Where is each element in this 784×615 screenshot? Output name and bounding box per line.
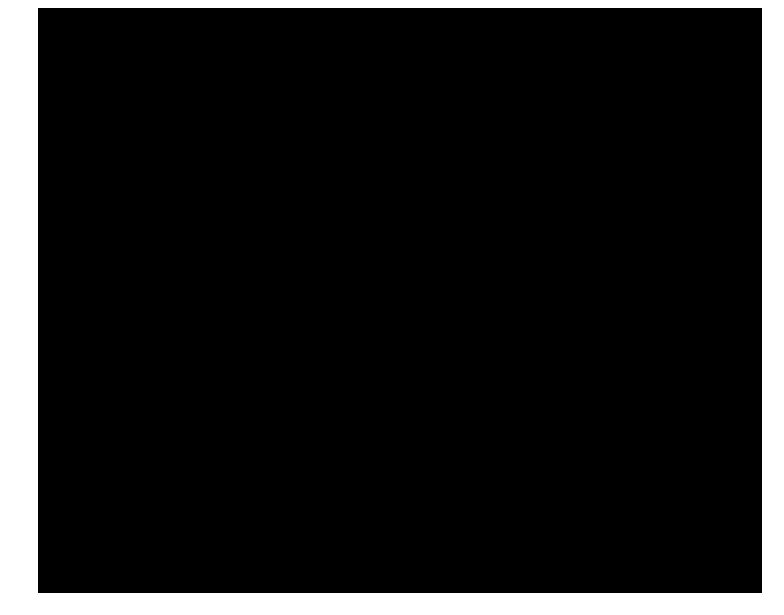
word-cloud-canvas [38,8,762,593]
word-cloud [38,8,762,593]
